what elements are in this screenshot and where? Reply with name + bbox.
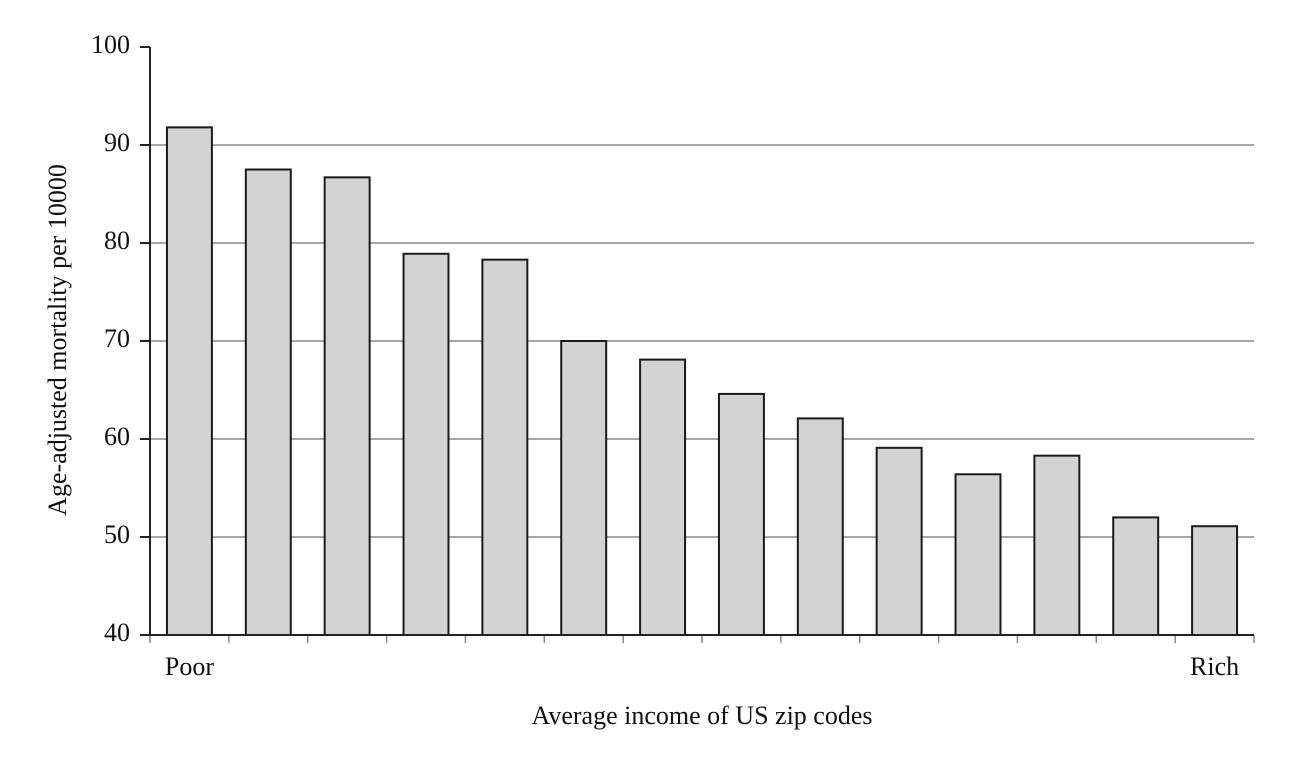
y-tick-label: 90 [104,128,130,157]
bar [796,417,844,637]
bar [244,168,292,636]
bar [1033,454,1081,636]
bar [323,176,371,636]
bar [954,473,1002,636]
x-axis-label: Average income of US zip codes [531,701,872,730]
bar [875,446,923,636]
y-tick-label: 50 [104,520,130,549]
bar [1191,525,1239,636]
y-tick-label: 40 [104,618,130,647]
x-tick-label: Rich [1190,652,1239,681]
bar [481,258,529,636]
y-axis-label: Age-adjusted mortality per 10000 [43,164,72,516]
y-tick-label: 70 [104,324,130,353]
x-tick-label: Poor [165,652,214,681]
bar [1112,516,1160,637]
bar [639,358,687,636]
bar [165,126,213,637]
y-tick-label: 80 [104,226,130,255]
bar [717,392,765,637]
y-tick-label: 60 [104,422,130,451]
bar [560,340,608,636]
bar [402,252,450,636]
y-tick-label: 100 [91,30,130,59]
